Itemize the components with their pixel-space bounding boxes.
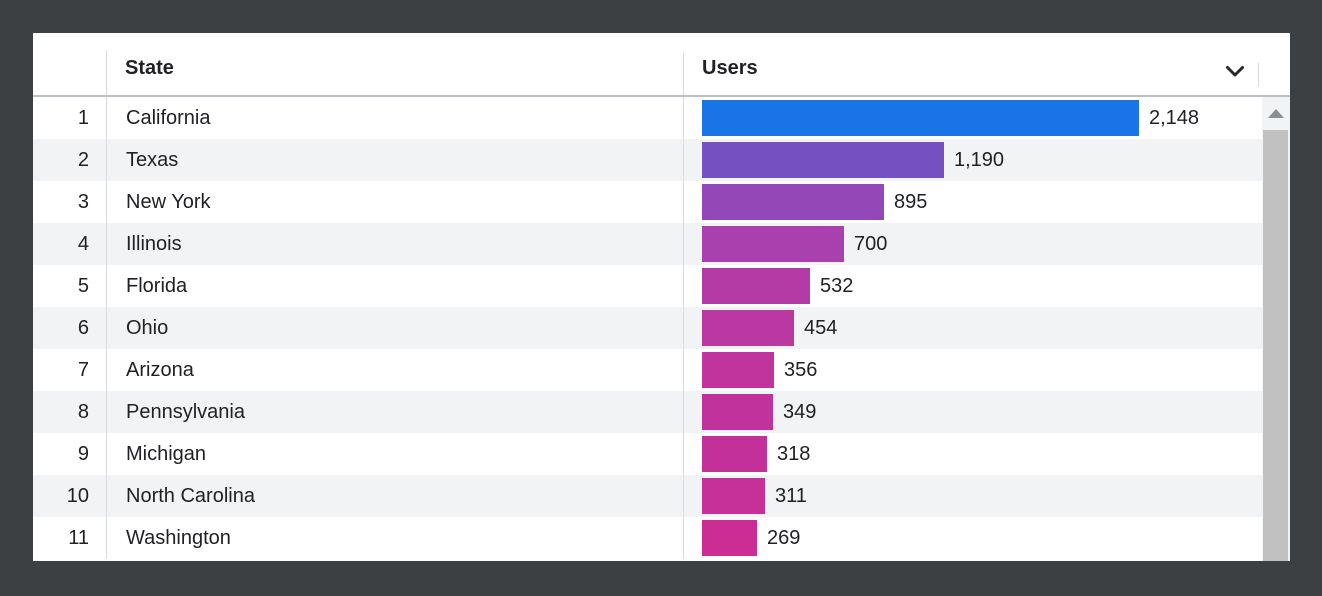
row-rank: 9 [77,442,89,465]
scroll-up-button[interactable] [1262,97,1290,130]
users-value: 532 [820,274,854,297]
users-value: 269 [767,526,801,549]
row-users-cell: 895 [683,181,1262,223]
users-value: 454 [804,316,838,339]
row-rank: 8 [77,400,89,423]
users-bar [702,478,765,514]
users-value: 311 [775,484,807,507]
users-value: 1,190 [954,148,1005,171]
users-bar [702,310,794,346]
row-state: Michigan [106,433,683,475]
row-state: Washington [106,517,683,559]
row-state: Ohio [106,307,683,349]
header-divider-state-users [683,53,684,95]
table-row: 9 Michigan 318 [33,433,1290,475]
header-rank-column [33,33,106,95]
table-row: 7 Arizona 356 [33,349,1290,391]
table-row: 10 North Carolina 311 [33,475,1290,517]
users-bar [702,436,767,472]
users-value: 895 [894,190,928,213]
row-users-cell: 269 [683,517,1262,559]
users-by-state-table-card: State Users 1 California 2,148 2 Texas 1… [33,33,1290,561]
header-divider-users-end [1258,63,1259,87]
table-row: 3 New York 895 [33,181,1290,223]
users-bar [702,352,774,388]
row-state: Arizona [106,349,683,391]
users-bar [702,226,844,262]
users-bar [702,184,884,220]
row-rank: 6 [77,316,89,339]
row-state: Florida [106,265,683,307]
row-users-cell: 1,190 [683,139,1262,181]
users-value: 356 [784,358,818,381]
header-users-column[interactable]: Users [683,33,1262,95]
scrollbar[interactable] [1262,97,1290,561]
header-state-label: State [125,56,174,79]
row-rank: 2 [77,148,89,171]
users-bar [702,520,757,556]
row-users-cell: 2,148 [683,97,1262,139]
row-rank: 11 [68,526,89,549]
scrollbar-thumb[interactable] [1263,130,1288,561]
users-value: 349 [783,400,817,423]
header-divider-rank-state [106,50,107,95]
header-users-label: Users [702,56,758,79]
row-users-cell: 349 [683,391,1262,433]
row-state: New York [106,181,683,223]
row-rank: 7 [77,358,89,381]
users-value: 2,148 [1149,106,1200,129]
row-users-cell: 532 [683,265,1262,307]
table-body: 1 California 2,148 2 Texas 1,190 3 New Y… [33,97,1290,559]
row-users-cell: 700 [683,223,1262,265]
table-row: 6 Ohio 454 [33,307,1290,349]
users-bar [702,100,1139,136]
table-row: 11 Washington 269 [33,517,1290,559]
row-state: Pennsylvania [106,391,683,433]
table-row: 5 Florida 532 [33,265,1290,307]
header-state-column[interactable]: State [106,33,683,95]
table-row: 8 Pennsylvania 349 [33,391,1290,433]
row-users-cell: 318 [683,433,1262,475]
row-rank: 5 [77,274,89,297]
row-state: Texas [106,139,683,181]
row-rank: 1 [77,106,89,129]
header-scrollbar-spacer [1262,33,1290,95]
row-rank: 4 [77,232,89,255]
row-state: California [106,97,683,139]
chevron-down-icon[interactable] [1224,63,1246,79]
row-users-cell: 311 [683,475,1262,517]
row-state: North Carolina [106,475,683,517]
row-users-cell: 454 [683,307,1262,349]
table-row: 4 Illinois 700 [33,223,1290,265]
users-bar [702,394,773,430]
table-row: 1 California 2,148 [33,97,1290,139]
row-users-cell: 356 [683,349,1262,391]
table-row: 2 Texas 1,190 [33,139,1290,181]
users-bar [702,142,944,178]
users-bar [702,268,810,304]
row-rank: 3 [77,190,89,213]
users-value: 318 [777,442,811,465]
row-rank: 10 [66,484,89,507]
triangle-up-icon [1268,109,1284,118]
users-value: 700 [854,232,888,255]
row-state: Illinois [106,223,683,265]
table-header-row: State Users [33,33,1290,97]
